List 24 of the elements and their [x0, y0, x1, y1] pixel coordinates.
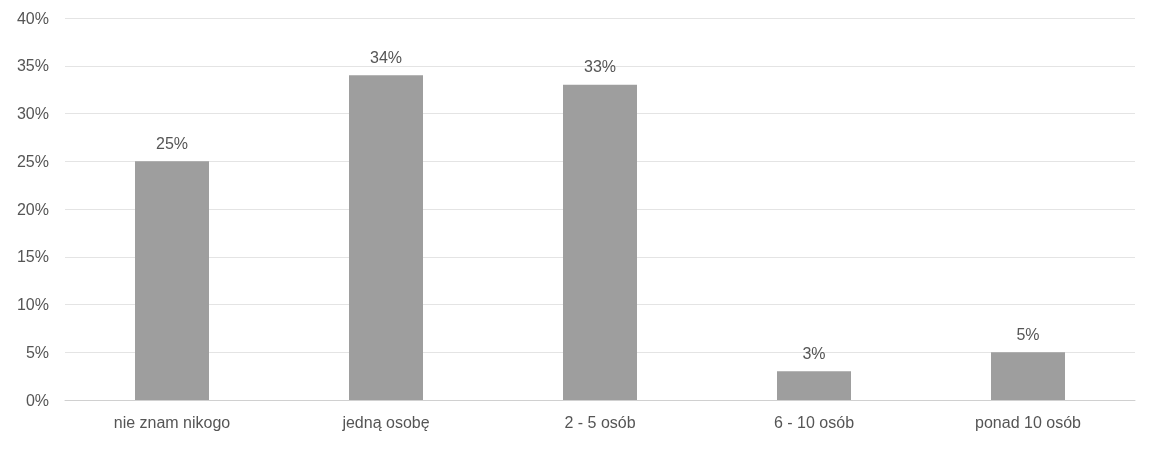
data-label: 25%: [155, 134, 189, 152]
bar: [349, 75, 423, 400]
y-tick-label: 30%: [16, 105, 49, 122]
x-tick-label: jedną osobę: [341, 413, 430, 431]
bar: [777, 371, 851, 400]
x-tick-label: 2 - 5 osób: [564, 413, 636, 431]
y-tick-label: 35%: [16, 57, 49, 75]
y-tick-label: 40%: [16, 9, 49, 27]
y-tick-label: 5%: [25, 343, 49, 361]
bar: [563, 84, 637, 400]
x-tick-label: nie znam nikogo: [113, 413, 231, 431]
x-tick-label: ponad 10 osób: [975, 413, 1082, 431]
y-tick-label: 10%: [16, 296, 49, 313]
bar: [135, 161, 209, 400]
bar: [991, 352, 1065, 400]
data-label: 5%: [1016, 325, 1040, 343]
y-tick-label: 20%: [16, 200, 49, 218]
y-tick-label: 0%: [25, 391, 49, 409]
data-label: 3%: [802, 344, 826, 362]
x-tick-label: 6 - 10 osób: [773, 413, 855, 431]
y-tick-label: 25%: [16, 152, 49, 170]
y-tick-label: 15%: [16, 248, 49, 266]
data-label: 34%: [369, 48, 403, 66]
data-label: 33%: [583, 58, 617, 76]
